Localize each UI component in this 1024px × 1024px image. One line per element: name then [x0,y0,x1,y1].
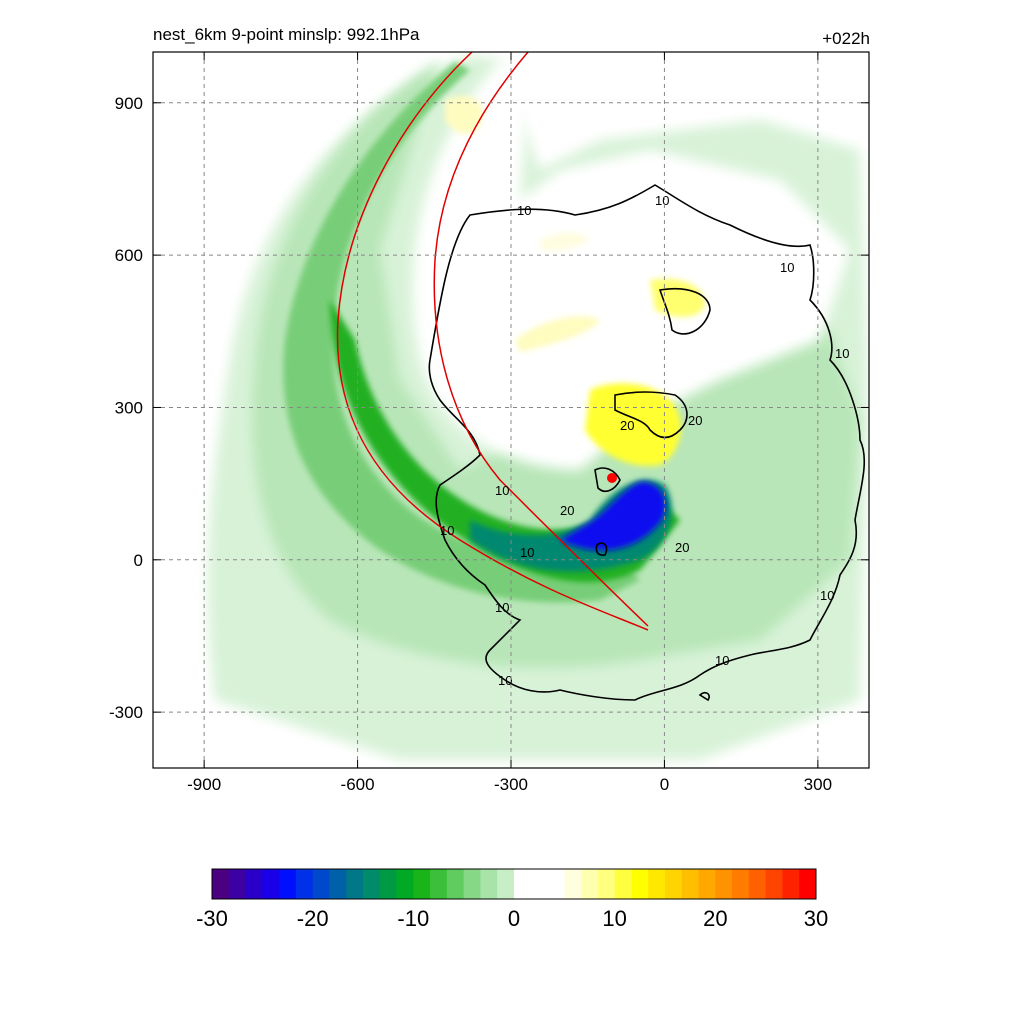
y-axis: -300 0 300 600 900 [109,94,869,722]
contour-label: 20 [620,418,634,433]
colorbar-swatch [212,869,230,899]
colorbar-swatch [363,869,381,899]
contour-label: 10 [498,673,512,688]
colorbar-swatch [581,869,599,899]
colorbar-swatch [279,869,297,899]
colorbar-swatch [329,869,347,899]
colorbar-swatch [514,869,532,899]
colorbar-swatch [413,869,431,899]
colorbar-swatch [732,869,750,899]
x-tick-label: -900 [187,775,221,794]
colorbar-swatch [564,869,582,899]
contour-label: 10 [715,653,729,668]
colorbar-swatch [430,869,448,899]
contour-label: 20 [675,540,689,555]
colorbar-swatch [446,869,465,899]
colorbar-swatch [530,869,549,899]
colorbar-swatch [782,869,800,899]
colorbar-border [211,868,817,900]
colorbar-swatch [228,869,247,899]
x-tick-label: 300 [804,775,832,794]
x-axis: -900 -600 -300 0 300 [187,52,832,794]
contour-labels: 10 10 10 10 10 10 10 10 10 10 10 20 20 2… [440,193,849,688]
colorbar-swatch [614,869,632,899]
colorbar-tick-label: -30 [196,906,228,931]
contour-label: 10 [495,483,509,498]
colorbar-tick-label: 10 [602,906,626,931]
colorbar-swatch [715,869,733,899]
colorbar-swatch [295,869,314,899]
contour-label: 10 [655,193,669,208]
colorbar-tick-label: 0 [508,906,520,931]
colorbar-tick-label: 20 [703,906,727,931]
colorbar-swatch [631,869,649,899]
contour-label: 10 [495,600,509,615]
contour-label: 10 [440,523,454,538]
x-tick-label: 0 [660,775,669,794]
colorbar-swatch [497,869,515,899]
colorbar-swatch [681,869,700,899]
contour-label: 20 [688,413,702,428]
colorbar-swatch [396,869,414,899]
contour-label: 10 [517,203,531,218]
plot-area: 10 10 10 10 10 10 10 10 10 10 10 20 20 2… [153,52,869,768]
colorbar-swatch [245,869,263,899]
y-tick-label: -300 [109,703,143,722]
colorbar-swatch [463,869,481,899]
colorbar-swatch [665,869,683,899]
contour-label: 20 [560,503,574,518]
contour-label: 10 [820,588,834,603]
contour-label: 10 [835,346,849,361]
colorbar-tick-label: -20 [297,906,329,931]
y-tick-label: 600 [115,246,143,265]
storm-center-marker [607,473,617,483]
colorbar-swatch [547,869,565,899]
y-tick-label: 300 [115,398,143,417]
chart-title: nest_6km 9-point minslp: 992.1hPa [153,25,420,44]
colorbar-swatch [379,869,398,899]
colorbar-swatch [480,869,498,899]
y-tick-label: 0 [134,551,143,570]
colorbar-swatch [597,869,616,899]
colorbar: -30 -20 -10 0 10 20 30 [196,868,828,931]
x-tick-label: -300 [494,775,528,794]
colorbar-tick-label: -10 [397,906,429,931]
colorbar-swatch [346,869,364,899]
colorbar-swatch [748,869,767,899]
x-tick-label: -600 [341,775,375,794]
colorbar-swatch [312,869,330,899]
colorbar-swatch [799,869,817,899]
red-outlines [336,52,649,631]
colorbar-swatch [262,869,280,899]
colorbar-swatch [698,869,716,899]
y-tick-label: 900 [115,94,143,113]
colorbar-tick-label: 30 [804,906,828,931]
contour-label: 10 [780,260,794,275]
colorbar-swatch [648,869,666,899]
black-contours [428,184,866,702]
time-label: +022h [822,29,870,48]
colorbar-swatch [765,869,783,899]
contour-label: 10 [520,545,534,560]
